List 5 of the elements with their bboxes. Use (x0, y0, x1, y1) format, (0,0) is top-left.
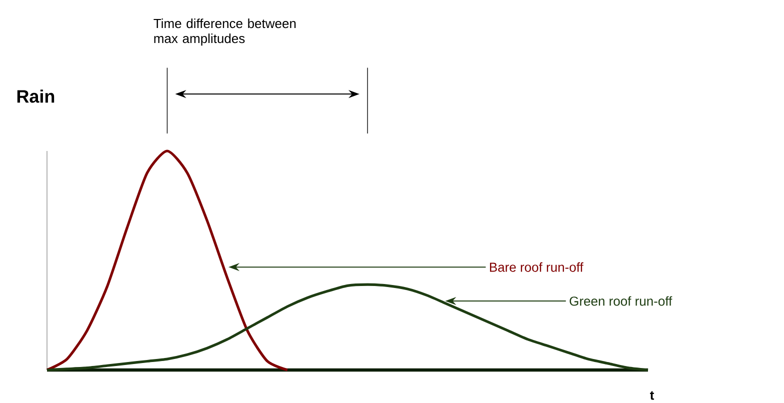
text: Bare roof run-off (490, 262, 584, 272)
text: Green roof run-off (570, 296, 672, 306)
text: Time difference between max amplitudes (154, 18, 296, 46)
y-axis-title: Rain (17, 90, 54, 103)
x-axis-title: t (650, 391, 654, 400)
